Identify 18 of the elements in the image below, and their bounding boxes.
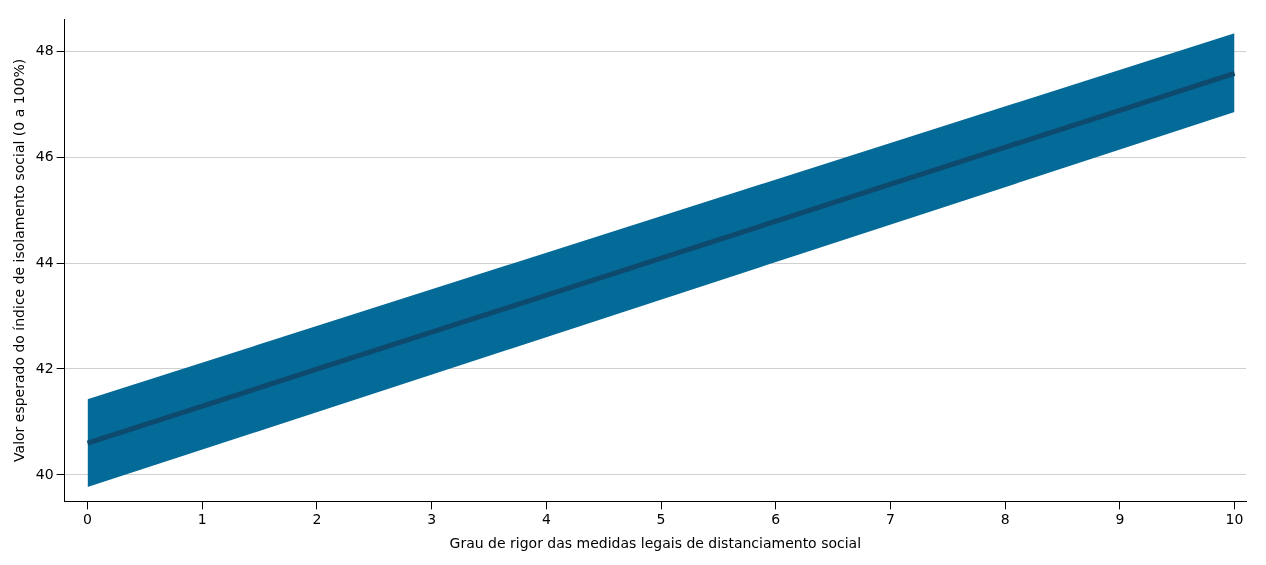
y-tick-label: 48	[35, 41, 54, 58]
x-tick-label: 9	[1115, 511, 1125, 528]
x-tick-label: 10	[1225, 511, 1244, 528]
x-tick-label: 8	[1000, 511, 1010, 528]
x-tick-label: 1	[197, 511, 207, 528]
x-tick-label: 3	[427, 511, 437, 528]
y-tick-label: 46	[35, 147, 54, 164]
x-tick-label: 4	[541, 511, 551, 528]
y-tick-label: 44	[35, 253, 54, 270]
y-tick-label: 42	[35, 359, 54, 376]
x-tick-label: 2	[312, 511, 322, 528]
x-tick-label: 5	[656, 511, 666, 528]
y-tick-label: 40	[35, 465, 54, 482]
x-tick-label: 6	[771, 511, 781, 528]
x-tick-label: 7	[885, 511, 895, 528]
x-tick-label: 0	[83, 511, 93, 528]
x-axis-title: Grau de rigor das medidas legais de distanciamento social	[449, 535, 862, 552]
y-axis-title: Valor esperado do índice de isolamento social (0 a 100%)	[11, 58, 28, 462]
